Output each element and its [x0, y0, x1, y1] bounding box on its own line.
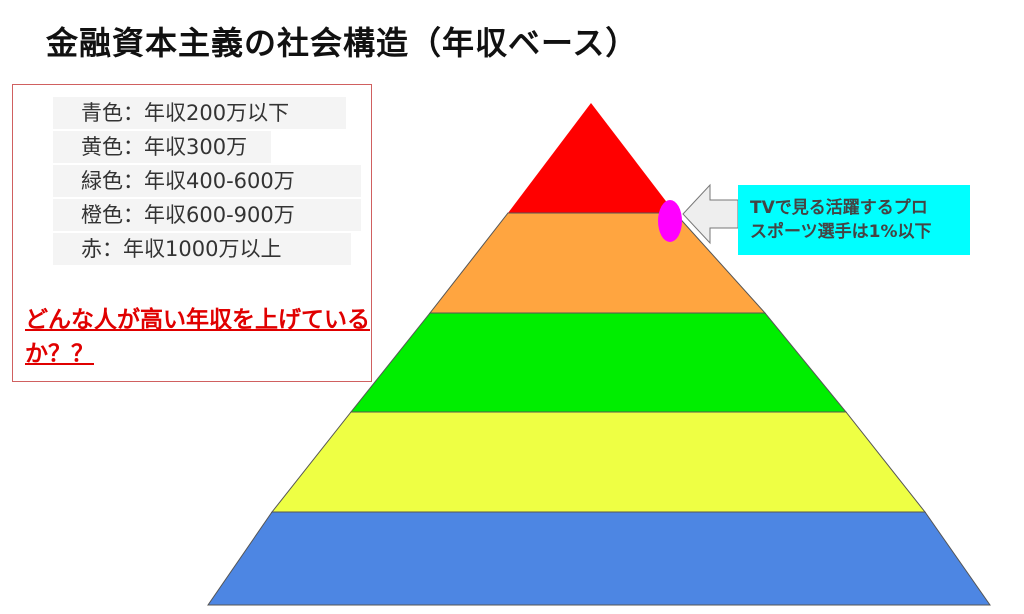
- pyramid-layer-yellow: [270, 411, 927, 513]
- callout-box: TVで見る活躍するプロ スポーツ選手は1%以下: [738, 185, 970, 255]
- legend-item-blue: 青色：年収200万以下: [53, 97, 346, 129]
- legend-item-orange: 橙色：年収600-900万: [53, 199, 361, 231]
- legend-box: 青色：年収200万以下 黄色：年収300万 緑色：年収400-600万 橙色：年…: [12, 84, 372, 382]
- question-text: どんな人が高い年収を上げているか？？: [25, 307, 370, 367]
- callout-line-2: スポーツ選手は1%以下: [750, 222, 932, 242]
- pyramid-layer-green: [349, 312, 848, 413]
- legend-item-red: 赤：年収1000万以上: [53, 233, 351, 265]
- pyramid-layer-blue: [207, 511, 991, 606]
- callout-line-1: TVで見る活躍するプロ: [750, 198, 928, 218]
- pyramid-layer-red: [508, 103, 675, 213]
- marker-ellipse: [658, 200, 682, 242]
- page-title: 金融資本主義の社会構造（年収ベース）: [46, 24, 639, 62]
- legend-item-green: 緑色：年収400-600万: [53, 165, 361, 197]
- legend-item-yellow: 黄色：年収300万: [53, 131, 271, 163]
